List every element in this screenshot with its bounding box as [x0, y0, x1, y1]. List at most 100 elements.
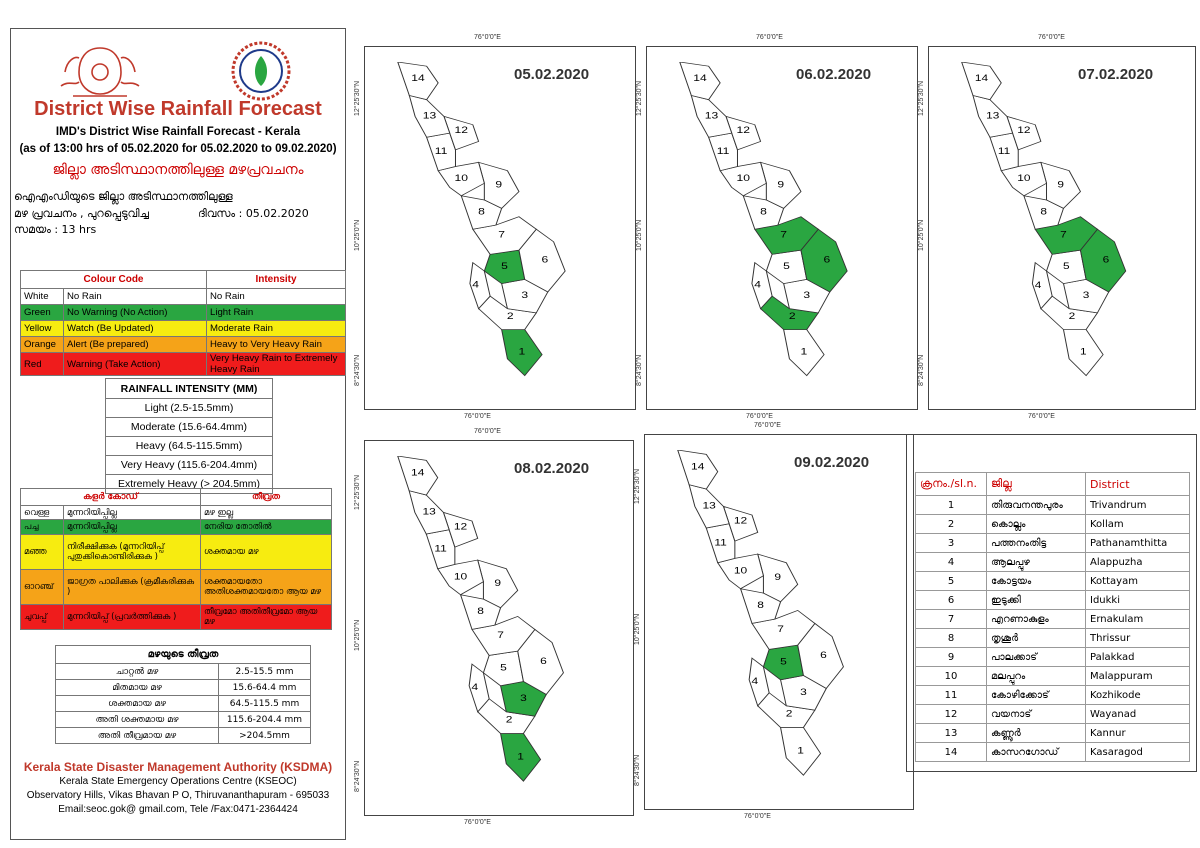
- district-label: 4: [752, 676, 759, 686]
- district-label: 13: [422, 507, 435, 517]
- dt-head-ml: ജില്ല: [986, 472, 1086, 496]
- district-label: 4: [472, 280, 479, 290]
- lat-label: 10°25'0"N: [354, 619, 361, 651]
- cc-color: Orange: [20, 336, 64, 353]
- ml-cc-action: മുന്നറിയിപ്പില്ല: [63, 519, 201, 535]
- district-label: 1: [517, 752, 524, 762]
- district-4: [468, 663, 490, 713]
- table-row: വെള്ള മുന്നറിയിപ്പില്ല മഴ ഇല്ല: [20, 505, 332, 520]
- district-label: 7: [498, 230, 505, 240]
- subtitle-1: IMD's District Wise Rainfall Forecast - …: [55, 126, 301, 138]
- district-label: 5: [780, 657, 787, 667]
- cc-intensity: Moderate Rain: [206, 320, 346, 337]
- map-date: 07.02.2020: [1078, 66, 1154, 83]
- district-label: 11: [998, 147, 1011, 156]
- district-label: 2: [506, 715, 513, 725]
- footer-org: Kerala State Disaster Management Authori…: [23, 760, 333, 774]
- cc-intensity: Very Heavy Rain to Extremely Heavy Rain: [206, 352, 346, 376]
- district-4: [1031, 261, 1053, 310]
- district-label: 12: [734, 516, 747, 526]
- table-row: 9 പാലക്കാട് Palakkad: [915, 647, 1190, 667]
- district-4: [751, 261, 773, 310]
- page-title: District Wise Rainfall Forecast: [34, 98, 322, 120]
- district-label: 11: [717, 147, 730, 157]
- district-label: 12: [1017, 126, 1030, 135]
- district-label: 2: [1069, 312, 1076, 321]
- ml-ri-val: 64.5-115.5 mm: [218, 695, 311, 712]
- table-row: ചുവപ്പ് മുന്നറിയിപ്പ് (പ്രവർത്തിക്കുക ) …: [20, 604, 332, 630]
- district-label: 2: [789, 312, 796, 322]
- lat-label: 10°25'0"N: [636, 220, 643, 252]
- lat-label: 10°25'0"N: [634, 613, 641, 645]
- lon-label-bottom: 76°0'0"E: [464, 819, 491, 826]
- district-label: 8: [760, 207, 767, 217]
- district-label: 4: [1035, 281, 1042, 290]
- ml-colour-code-table: കളർ കോഡ് തീവ്രത വെള്ള മുന്നറിയിപ്പില്ല മ…: [20, 488, 332, 630]
- district-label: 7: [777, 624, 784, 634]
- lat-label: 12°25'30"N: [918, 80, 925, 116]
- table-row: 14 കാസറഗോഡ് Kasaragod: [915, 742, 1190, 762]
- lat-label: 12°25'30"N: [634, 468, 641, 504]
- district-label: 14: [975, 74, 988, 83]
- cc-color: Green: [20, 304, 64, 321]
- left-info-panel: [10, 28, 346, 840]
- district-label: 7: [1060, 231, 1067, 240]
- district-label: 10: [734, 566, 747, 576]
- ml-cc-color: മഞ്ഞ: [20, 534, 64, 570]
- district-label: 4: [754, 280, 761, 290]
- district-8: [460, 195, 503, 230]
- district-label: 6: [820, 650, 827, 660]
- ml-cc-intensity: മഴ ഇല്ല: [200, 505, 332, 520]
- table-row: White No Rain No Rain: [20, 288, 346, 305]
- ml-ri-val: 115.6-204.4 mm: [218, 711, 311, 728]
- ml-cc-header: കളർ കോഡ്: [20, 488, 201, 506]
- table-row: ഓറഞ്ച് ജാഗ്രത പാലിക്കുക (ക്രമീകരിക്കുക )…: [20, 569, 332, 605]
- district-label: 9: [777, 180, 784, 190]
- district-label: 1: [800, 347, 807, 357]
- ml-cc-intensity: ശക്തമായതോ അതിശക്തമായതോ ആയ മഴ: [200, 569, 332, 605]
- district-label: 14: [411, 468, 424, 478]
- ri-row: Light (2.5-15.5mm): [105, 398, 273, 418]
- district-label: 10: [1017, 174, 1030, 183]
- district-14: [397, 62, 439, 101]
- table-row: 11 കോഴിക്കോട് Kozhikode: [915, 685, 1190, 705]
- district-8: [742, 195, 785, 230]
- cc-color: White: [20, 288, 64, 305]
- district-14: [679, 62, 721, 101]
- lat-label: 8°24'30"N: [634, 754, 641, 786]
- district-label: 10: [737, 174, 751, 184]
- footer-line-2: Observatory Hills, Vikas Bhavan P O, Thi…: [26, 790, 330, 801]
- district-label: 8: [478, 207, 485, 217]
- table-row: 2 കൊല്ലം Kollam: [915, 514, 1190, 534]
- district-label: 9: [774, 572, 781, 582]
- cc-action: No Rain: [63, 288, 207, 305]
- district-label: 8: [757, 601, 764, 611]
- ml-ri-key: മിതമായ മഴ: [55, 679, 219, 696]
- district-14: [961, 62, 1002, 101]
- district-label: 13: [986, 112, 999, 121]
- lon-label-bottom: 76°0'0"E: [1028, 413, 1055, 420]
- table-row: 7 എറണാകുളം Ernakulam: [915, 609, 1190, 629]
- cc-action: No Warning (No Action): [63, 304, 207, 321]
- cc-intensity: Light Rain: [206, 304, 346, 321]
- lon-label-bottom: 76°0'0"E: [744, 813, 771, 820]
- district-label: 11: [714, 538, 727, 548]
- lat-label: 10°25'0"N: [354, 220, 361, 252]
- ml-cc-color: വെള്ള: [20, 505, 64, 520]
- ml-cc-action: ജാഗ്രത പാലിക്കുക (ക്രമീകരിക്കുക ): [63, 569, 201, 605]
- ml-ri-val: 15.6-64.4 mm: [218, 679, 311, 696]
- district-label: 7: [780, 230, 787, 240]
- district-label: 1: [797, 746, 804, 756]
- district-table: ക്രനം./sl.n. ജില്ല District 1 തിരുവനന്തപു…: [915, 472, 1190, 762]
- lon-label-top: 76°0'0"E: [756, 34, 783, 41]
- ml-cc-color: ഓറഞ്ച്: [20, 569, 64, 605]
- map-date: 09.02.2020: [794, 454, 870, 471]
- district-label: 13: [705, 111, 719, 121]
- district-8: [739, 588, 782, 624]
- district-label: 4: [472, 682, 479, 692]
- district-14: [397, 456, 439, 496]
- rainfall-intensity-table: RAINFALL INTENSITY (MM) Light (2.5-15.5m…: [105, 378, 273, 494]
